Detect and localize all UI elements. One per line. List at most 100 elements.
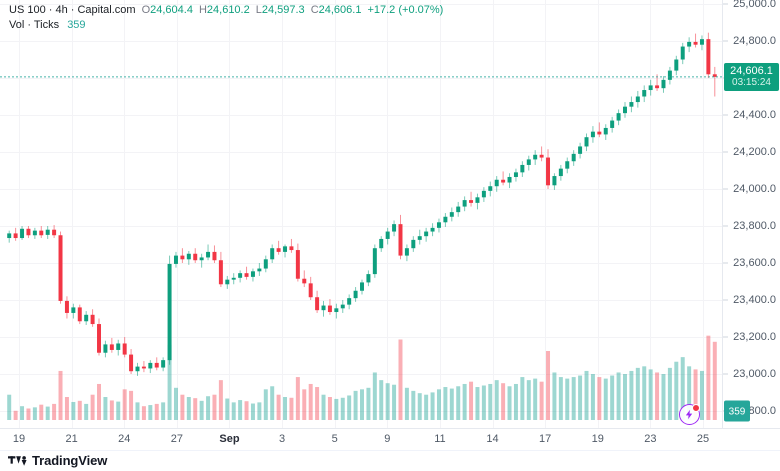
volume-bar [7,394,12,420]
candle-body [706,39,711,75]
volume-bar [712,341,717,420]
current-price-value: 24,606.1 [730,64,773,77]
volume-bar [379,380,384,420]
candle-body [616,113,621,121]
volume-bar [244,401,249,420]
candle-body [520,164,525,173]
volume-bar [64,397,69,420]
current-price-badge[interactable]: 24,606.1 03:15:24 [724,62,779,91]
notification-dot [692,404,700,412]
candle-body [231,277,236,280]
candle-body [289,246,294,251]
candle-body [77,307,82,322]
volume-bar [20,406,25,420]
candle-body [526,159,531,165]
candle-body [584,137,589,147]
volume-bar [353,390,358,420]
candle-body [340,304,345,309]
volume-bar [674,361,679,420]
volume-bar [321,394,326,420]
volume-value-badge[interactable]: 359 [724,400,750,422]
time-axis-tick: 21 [65,433,78,445]
time-axis-tick: 14 [486,433,499,445]
candle-body [116,343,121,350]
volume-bar [655,372,660,420]
candle-body [135,366,140,372]
volume-bar [52,403,57,420]
candle-body [180,255,185,260]
tradingview-logo-icon[interactable]: TradingView [8,453,107,468]
candle-body [712,74,717,77]
candle-body [578,146,583,154]
candle-body [167,263,172,361]
volume-bar [32,407,37,420]
volume-bar [167,344,172,420]
candle-body [674,59,679,71]
candle-body [64,300,69,313]
volume-bar [680,357,685,420]
candle-body [270,248,275,260]
lightning-bolt-icon[interactable] [679,404,700,425]
candle-body [565,161,570,169]
volume-bar [552,372,557,420]
candle-body [597,131,602,135]
candle-body [327,305,332,313]
candle-body [360,282,364,291]
volume-bar [597,377,602,420]
volume-bar [642,366,647,420]
chart-pane[interactable] [0,0,780,428]
candle-body [199,257,204,261]
volume-bar [578,375,583,420]
volume-bar [590,374,595,420]
volume-bar [347,395,352,420]
candle-body [334,308,339,313]
candle-body [250,271,255,277]
volume-bar [308,383,313,420]
time-axis-tick: 9 [384,433,391,445]
candle-body [635,96,640,103]
volume-bar [520,377,525,420]
volume-bar [45,406,50,420]
volume-bar [436,389,441,420]
candle-body [501,179,506,183]
volume-bar [231,402,236,420]
volume-bar [135,402,140,420]
candle-body [13,233,18,239]
candle-body [45,229,50,235]
bottom-bar: TradingView [0,450,780,471]
time-axis-tick: 17 [539,433,552,445]
candle-body [103,344,108,353]
volume-bar [366,387,371,420]
volume-bar [558,377,563,420]
candle-body [129,354,134,372]
candle-body [648,85,653,91]
candle-body [161,360,166,368]
time-axis-tick: Sep [219,433,240,445]
volume-bar [699,370,704,420]
candle-body [257,268,262,272]
volume-bar [84,403,89,420]
candle-body [680,46,685,60]
candle-body [449,212,454,217]
volume-bar [77,400,82,420]
candle-body [353,290,358,299]
volume-bar [616,372,621,420]
tv-mark-icon [8,455,27,466]
candle-body [443,216,448,223]
candle-body [366,274,371,283]
volume-bar [39,404,44,420]
volume-bar [404,387,409,420]
candlestick-series [7,32,717,420]
candle-body [58,235,63,301]
volume-bar [186,397,191,420]
time-axis[interactable]: 19 21 24 27 Sep 3 5 9 11 14 17 19 23 25 [0,428,780,450]
volume-bar [648,369,653,420]
volume-bar [526,380,531,420]
volume-bar [610,375,615,420]
current-price-countdown: 03:15:24 [732,76,771,88]
candle-body [546,157,551,186]
candle-body [430,227,435,232]
volume-bar [90,394,95,420]
time-axis-tick: 25 [696,433,710,445]
volume-bar [26,408,31,420]
